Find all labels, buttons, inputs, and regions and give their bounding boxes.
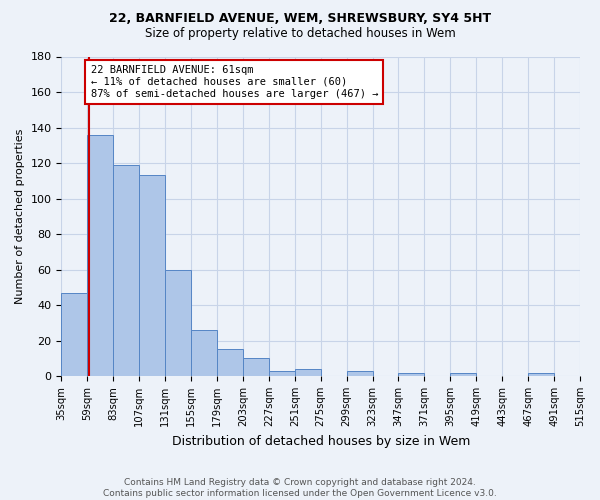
Bar [269, 370, 295, 376]
Bar [88, 134, 113, 376]
Bar [113, 165, 139, 376]
Bar [165, 270, 191, 376]
Text: 22, BARNFIELD AVENUE, WEM, SHREWSBURY, SY4 5HT: 22, BARNFIELD AVENUE, WEM, SHREWSBURY, S… [109, 12, 491, 26]
Bar [217, 350, 243, 376]
Bar [347, 370, 373, 376]
Bar [528, 372, 554, 376]
Bar [243, 358, 269, 376]
X-axis label: Distribution of detached houses by size in Wem: Distribution of detached houses by size … [172, 434, 470, 448]
Text: 22 BARNFIELD AVENUE: 61sqm
← 11% of detached houses are smaller (60)
87% of semi: 22 BARNFIELD AVENUE: 61sqm ← 11% of deta… [91, 66, 378, 98]
Bar [451, 372, 476, 376]
Text: Contains HM Land Registry data © Crown copyright and database right 2024.
Contai: Contains HM Land Registry data © Crown c… [103, 478, 497, 498]
Bar [191, 330, 217, 376]
Bar [61, 292, 88, 376]
Bar [398, 372, 424, 376]
Bar [139, 176, 165, 376]
Y-axis label: Number of detached properties: Number of detached properties [15, 128, 25, 304]
Text: Size of property relative to detached houses in Wem: Size of property relative to detached ho… [145, 28, 455, 40]
Bar [580, 372, 600, 376]
Bar [295, 369, 321, 376]
